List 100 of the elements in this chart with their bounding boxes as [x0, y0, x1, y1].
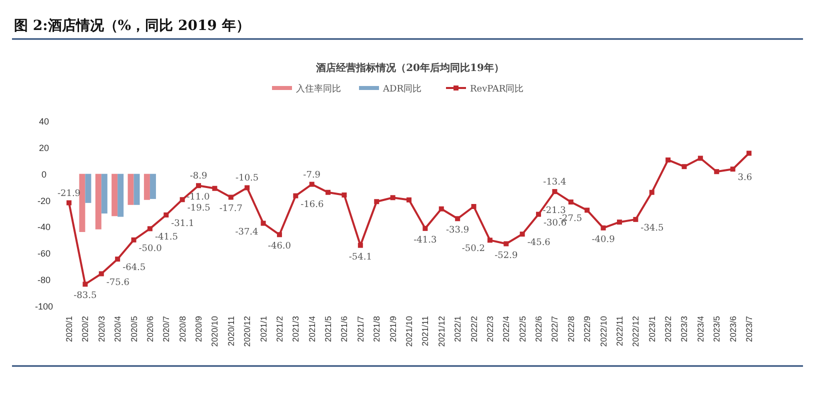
point	[730, 166, 736, 172]
text: -11.0	[186, 192, 210, 202]
text: -46.0	[268, 242, 292, 252]
point	[374, 199, 380, 204]
point	[406, 197, 412, 202]
x-tick-label: 2021/9	[388, 316, 398, 342]
text: -64.5	[122, 263, 146, 274]
x-tick-label: 2021/3	[290, 316, 301, 342]
x-tick-label: 2021/4	[306, 316, 317, 342]
point	[196, 183, 202, 188]
text: -19.5	[187, 204, 210, 214]
point	[520, 232, 525, 237]
point	[390, 195, 396, 200]
text: -40.9	[592, 234, 615, 245]
point	[666, 157, 671, 162]
point	[276, 232, 282, 238]
legend-label: RevPAR同比	[470, 84, 524, 94]
point	[536, 212, 542, 217]
y-tick-label: 20	[38, 142, 50, 153]
x-tick-label: 2021/7	[355, 316, 366, 342]
x-tick-label: 2022/7	[550, 316, 560, 342]
x-tick-label: 2020/5	[128, 316, 139, 342]
x-tick-label: 2021/11	[420, 316, 430, 346]
point	[326, 190, 331, 195]
y-tick-label: -100	[34, 302, 54, 312]
point	[487, 238, 492, 243]
point	[309, 182, 314, 187]
x-tick-label: 2023/5	[712, 316, 722, 342]
text: -41.3	[414, 235, 437, 246]
text: -10.5	[236, 174, 259, 184]
x-tick-label: 2021/1	[258, 316, 268, 342]
chart-title: 图 2:酒店情况（%，同比 2019 年）	[14, 17, 250, 34]
x-tick-label: 2021/5	[323, 316, 334, 342]
text: -33.9	[446, 226, 470, 236]
x-tick-label: 2021/10	[404, 316, 414, 347]
point	[164, 212, 169, 218]
text: -41.5	[154, 232, 178, 243]
point	[293, 193, 298, 198]
point	[66, 200, 72, 206]
x-tick-label: 2022/6	[534, 316, 544, 342]
point	[422, 226, 428, 231]
chart-subtitle: 酒店经营指标情况（20年后均同比19年）	[315, 62, 504, 74]
point	[147, 226, 152, 232]
y-tick-label: -40	[37, 222, 51, 232]
point	[698, 156, 703, 161]
x-tick-label: 2023/6	[728, 316, 738, 342]
text: -45.6	[527, 238, 550, 248]
x-tick-label: 2022/8	[566, 316, 576, 342]
point	[552, 189, 558, 194]
x-tick-label: 2023/7	[744, 316, 754, 342]
point	[180, 197, 185, 202]
point	[260, 220, 266, 226]
y-tick-label: -80	[37, 275, 51, 286]
x-tick-label: 2022/11	[614, 316, 624, 346]
point	[228, 194, 234, 200]
x-tick-label: 2021/2	[274, 316, 284, 342]
legend-label: ADR同比	[382, 84, 422, 94]
x-tick-label: 2020/1	[64, 316, 74, 342]
y-tick-label: -20	[37, 196, 51, 206]
text: -31.1	[171, 218, 194, 229]
text: -8.9	[190, 172, 208, 182]
x-tick-label: 2020/11	[226, 316, 236, 346]
point	[98, 271, 104, 276]
text: -34.5	[640, 223, 664, 234]
point	[746, 150, 752, 156]
y-tick-label: 40	[38, 116, 50, 126]
x-tick-label: 2020/4	[112, 316, 123, 342]
text: -7.9	[303, 170, 321, 180]
x-tick-label: 2020/3	[96, 316, 106, 342]
point	[649, 190, 654, 195]
point	[568, 200, 574, 205]
text: -52.9	[494, 250, 518, 261]
point	[633, 216, 638, 222]
x-tick-label: 2022/3	[484, 316, 495, 342]
x-tick-label: 2021/12	[436, 316, 446, 347]
x-tick-label: 2020/10	[210, 316, 220, 347]
x-tick-label: 2023/4	[695, 316, 706, 342]
text: -83.5	[74, 291, 97, 302]
text: -16.6	[300, 200, 324, 210]
x-tick-label: 2020/2	[80, 316, 90, 342]
x-tick-label: 2020/6	[144, 316, 155, 342]
text: -75.6	[106, 278, 130, 288]
x-tick-label: 2022/9	[582, 316, 592, 342]
x-tick-label: 2020/9	[194, 316, 204, 342]
x-tick-label: 2022/2	[468, 316, 479, 342]
point	[131, 237, 136, 242]
x-tick-label: 2023/2	[663, 316, 674, 342]
point	[212, 186, 218, 191]
point	[584, 208, 590, 213]
text: -17.7	[219, 204, 242, 214]
text: -54.1	[348, 252, 372, 262]
text: -13.4	[543, 178, 566, 188]
point	[358, 242, 363, 248]
text: -37.4	[235, 227, 258, 238]
x-tick-label: 2022/1	[452, 316, 463, 342]
x-tick-label: 2022/4	[501, 316, 512, 342]
x-tick-label: 2022/10	[598, 316, 608, 347]
text: -50.0	[138, 244, 162, 254]
point	[82, 282, 88, 287]
x-tick-label: 2023/3	[679, 316, 690, 342]
